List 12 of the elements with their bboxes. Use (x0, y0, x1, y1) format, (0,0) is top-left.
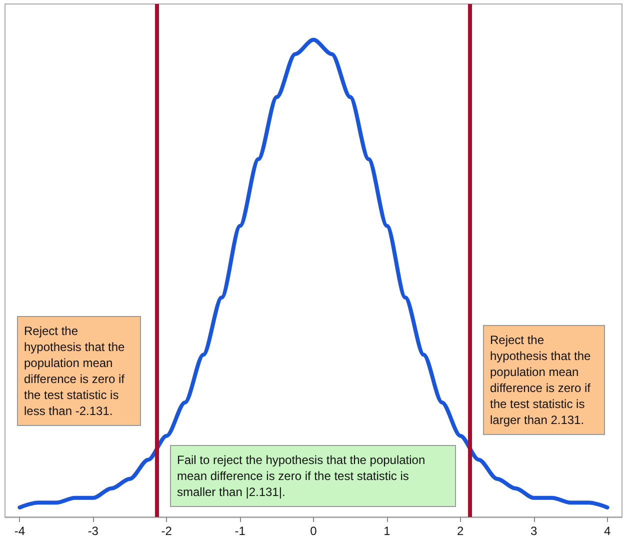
x-tick-label: 3 (530, 524, 538, 538)
annotation: Fail to reject the hypothesis that the population mean difference is zero if the test statistic is smaller than |2.131|. (177, 453, 428, 499)
x-tick-label: -4 (14, 524, 26, 538)
x-tick-label: -1 (234, 524, 246, 538)
x-tick-label: 1 (384, 524, 391, 538)
x-tick-label: 2 (457, 524, 464, 538)
x-tick-label: -3 (88, 524, 99, 538)
x-tick-label: 0 (310, 524, 318, 538)
annotation: Reject the hypothesis that the population mean difference is zero if the test statistic is larger than 2.131. (490, 333, 594, 427)
annotation: Reject the hypothesis that the population mean difference is zero if the test statistic is less than -2.131. (24, 324, 128, 418)
x-tick-label: 4 (604, 524, 611, 538)
x-tick-label: -2 (161, 524, 172, 538)
